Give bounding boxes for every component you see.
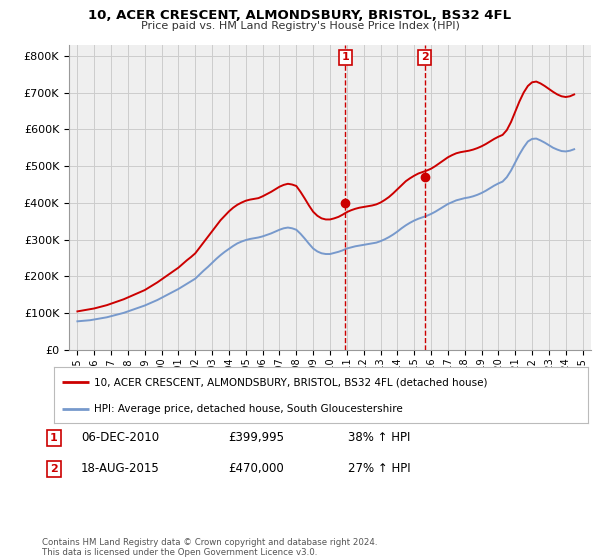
Text: 18-AUG-2015: 18-AUG-2015 <box>81 462 160 475</box>
Text: HPI: Average price, detached house, South Gloucestershire: HPI: Average price, detached house, Sout… <box>94 404 403 414</box>
Text: 27% ↑ HPI: 27% ↑ HPI <box>348 462 410 475</box>
Text: Price paid vs. HM Land Registry's House Price Index (HPI): Price paid vs. HM Land Registry's House … <box>140 21 460 31</box>
Text: 10, ACER CRESCENT, ALMONDSBURY, BRISTOL, BS32 4FL (detached house): 10, ACER CRESCENT, ALMONDSBURY, BRISTOL,… <box>94 377 488 388</box>
Text: 1: 1 <box>341 53 349 62</box>
Text: 1: 1 <box>50 433 58 443</box>
Text: 38% ↑ HPI: 38% ↑ HPI <box>348 431 410 445</box>
Text: 2: 2 <box>50 464 58 474</box>
Text: £399,995: £399,995 <box>228 431 284 445</box>
Text: 2: 2 <box>421 53 428 62</box>
Text: £470,000: £470,000 <box>228 462 284 475</box>
Text: 10, ACER CRESCENT, ALMONDSBURY, BRISTOL, BS32 4FL: 10, ACER CRESCENT, ALMONDSBURY, BRISTOL,… <box>88 9 512 22</box>
Text: 06-DEC-2010: 06-DEC-2010 <box>81 431 159 445</box>
Text: Contains HM Land Registry data © Crown copyright and database right 2024.
This d: Contains HM Land Registry data © Crown c… <box>42 538 377 557</box>
